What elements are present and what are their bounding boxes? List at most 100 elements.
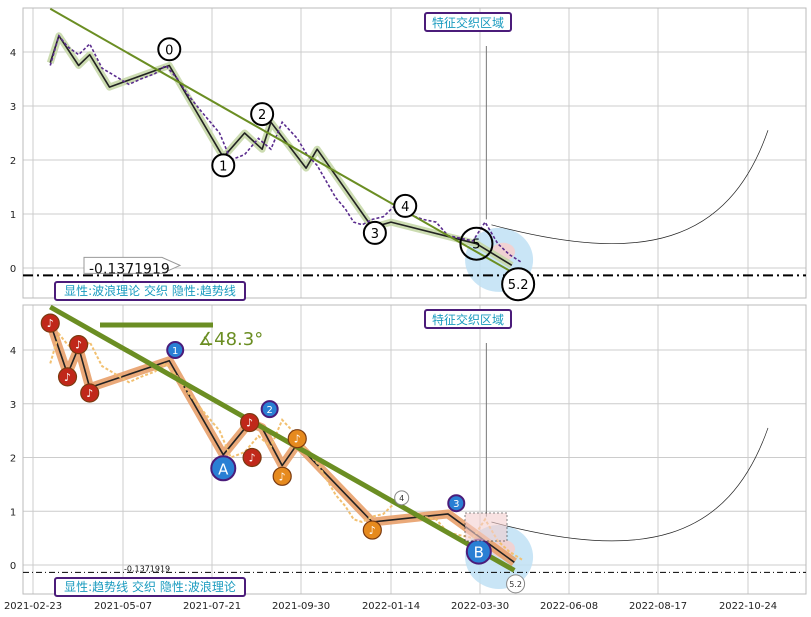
pivot-label: 3 bbox=[371, 227, 379, 242]
baseline-value-box bbox=[83, 256, 182, 274]
mode-label-text: 显性:波浪理论 交织 隐性:趋势线 bbox=[64, 283, 236, 298]
pivot-marker bbox=[210, 455, 237, 482]
plot-frame bbox=[22, 7, 807, 299]
pivot-label: 2 bbox=[266, 405, 272, 416]
pivot-marker bbox=[166, 341, 185, 359]
note-icon bbox=[272, 466, 292, 486]
wave-path bbox=[49, 322, 515, 563]
note-marker: ♪ bbox=[69, 335, 89, 355]
baseline-value-text: -0.1371919 bbox=[89, 261, 170, 277]
mode-label-text: 显性:趋势线 交织 隐性:波浪理论 bbox=[64, 579, 236, 594]
pivot-4: 4 bbox=[393, 193, 418, 218]
y-tick-label: 3 bbox=[10, 400, 16, 411]
y-tick-label: 2 bbox=[10, 156, 16, 167]
pivot-label: 4 bbox=[401, 200, 409, 215]
pivot-3: 3 bbox=[447, 494, 466, 513]
pivot-5: 5 bbox=[459, 226, 494, 261]
y-tick-label: 3 bbox=[10, 102, 16, 113]
pivot-marker bbox=[459, 226, 494, 261]
y-tick-label: 2 bbox=[10, 454, 16, 465]
note-icon bbox=[240, 412, 260, 433]
note-glyph: ♪ bbox=[47, 317, 54, 330]
note-glyph: ♪ bbox=[294, 433, 301, 446]
note-marker: ♪ bbox=[242, 447, 262, 468]
trendline bbox=[49, 7, 515, 275]
pivot-label: 0 bbox=[165, 43, 173, 58]
note-glyph: ♪ bbox=[86, 387, 93, 400]
x-tick-label: 2022-01-14 bbox=[362, 601, 420, 612]
wave-band bbox=[46, 32, 514, 269]
note-glyph: ♪ bbox=[249, 452, 256, 465]
note-glyph: ♪ bbox=[64, 371, 71, 384]
y-tick-label: 0 bbox=[10, 561, 16, 572]
region-label-text: 特征交织区域 bbox=[432, 15, 504, 30]
projection-arc bbox=[491, 427, 769, 542]
pivot-label: 4 bbox=[399, 494, 404, 503]
note-marker: ♪ bbox=[40, 313, 60, 333]
price-series-line bbox=[49, 331, 523, 561]
note-icon bbox=[80, 383, 100, 403]
pivot-label: B bbox=[474, 544, 484, 562]
pivot-marker bbox=[393, 193, 418, 218]
note-icon bbox=[40, 313, 60, 333]
pivot-label: 1 bbox=[172, 346, 178, 357]
note-marker: ♪ bbox=[80, 383, 100, 403]
baseline-value-callout: -0.1371919 bbox=[83, 256, 182, 277]
region-label-text: 特征交织区域 bbox=[432, 312, 504, 327]
note-icon bbox=[287, 429, 307, 449]
trendline bbox=[49, 304, 516, 573]
pivot-0: 0 bbox=[157, 37, 182, 62]
x-tick-label: 2022-08-17 bbox=[629, 601, 687, 612]
mode-label: 显性:波浪理论 交织 隐性:趋势线 bbox=[54, 281, 246, 301]
pivot-label: A bbox=[218, 460, 229, 478]
pivot-label: 5.2 bbox=[509, 580, 522, 589]
pivot-3: 3 bbox=[362, 220, 387, 245]
note-marker: ♪ bbox=[287, 429, 307, 449]
pivot-5-2: 5.2 bbox=[501, 267, 536, 302]
pivot-label: 3 bbox=[453, 499, 459, 510]
pivot-label: 1 bbox=[219, 159, 227, 174]
region-label-box bbox=[424, 12, 512, 32]
y-tick-label: 1 bbox=[10, 507, 16, 518]
note-marker: ♪ bbox=[272, 466, 292, 486]
y-tick-label: 4 bbox=[10, 346, 16, 357]
baseline-value-text: -0.1371919 bbox=[124, 564, 170, 573]
pivot-marker bbox=[362, 220, 387, 245]
pivot-label: 5.2 bbox=[508, 278, 529, 293]
x-axis: 2021-02-23 2021-05-07 2021-07-21 2021-09-30… bbox=[4, 601, 777, 612]
pivot-marker bbox=[250, 102, 275, 127]
baseline-value-callout: -0.1371919 bbox=[124, 564, 170, 573]
pivot-label: 5 bbox=[472, 238, 480, 253]
note-icon bbox=[362, 520, 382, 540]
note-icon bbox=[57, 367, 78, 387]
region-label-box bbox=[424, 309, 512, 329]
note-glyph: ♪ bbox=[75, 339, 82, 352]
pivot-marker bbox=[211, 153, 236, 178]
x-tick-label: 2021-05-07 bbox=[94, 601, 152, 612]
pivot-1: 1 bbox=[166, 341, 185, 359]
pivot-marker bbox=[501, 267, 536, 302]
pivot-label: 2 bbox=[258, 108, 266, 123]
region-label: 特征交织区域 bbox=[424, 12, 512, 32]
pivot-marker bbox=[447, 494, 466, 513]
pivot-1: 1 bbox=[211, 153, 236, 178]
projection-arc bbox=[491, 130, 769, 245]
price-series-line bbox=[49, 34, 523, 264]
x-tick-label: 2022-10-24 bbox=[719, 601, 777, 612]
pivot-2: 2 bbox=[260, 400, 279, 419]
y-tick-label: 4 bbox=[10, 48, 16, 59]
pivot-B: B bbox=[465, 538, 492, 565]
note-marker: ♪ bbox=[362, 520, 382, 540]
pivot-A: A bbox=[210, 455, 237, 482]
note-marker: ♪ bbox=[240, 412, 260, 433]
note-glyph: ♪ bbox=[279, 470, 286, 483]
pivot-marker bbox=[157, 37, 182, 62]
note-glyph: ♪ bbox=[369, 524, 376, 537]
note-marker: ♪ bbox=[57, 367, 78, 387]
note-icon bbox=[242, 447, 262, 468]
pivot-2: 2 bbox=[250, 102, 275, 127]
y-tick-label: 0 bbox=[10, 264, 16, 275]
wave-path bbox=[49, 34, 513, 266]
